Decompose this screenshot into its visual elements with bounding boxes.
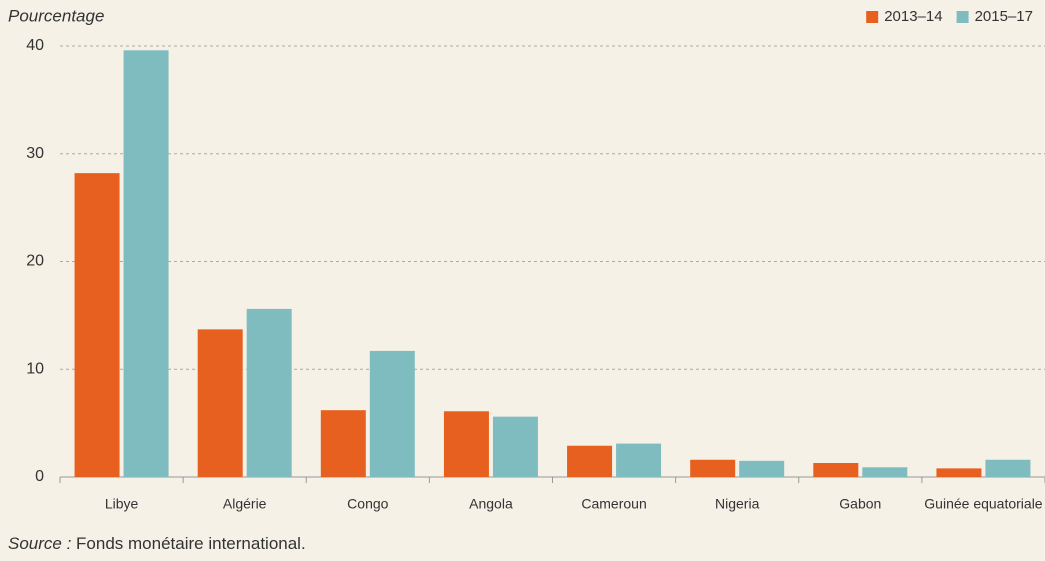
source-text: Fonds monétaire international. (76, 534, 306, 553)
y-tick-label: 40 (26, 37, 44, 54)
bar (690, 459, 736, 477)
y-tick-label: 20 (26, 253, 44, 270)
source-label: Source : (8, 534, 72, 553)
y-tick-label: 0 (35, 468, 44, 485)
x-tick-label: Algérie (223, 496, 267, 512)
x-tick-label: Congo (347, 496, 388, 512)
bar (246, 308, 292, 477)
y-tick-label: 10 (26, 360, 44, 377)
bar (936, 468, 982, 477)
x-tick-label: Cameroun (581, 496, 646, 512)
bar (492, 416, 538, 477)
y-axis-label: Pourcentage (8, 6, 104, 25)
bar (369, 350, 415, 477)
x-tick-label: Gabon (839, 496, 881, 512)
bar (813, 462, 859, 477)
bar (739, 460, 785, 477)
legend-label: 2013–14 (884, 8, 942, 25)
x-tick-label: Angola (469, 496, 513, 512)
legend-swatch (956, 11, 969, 23)
legend-label: 2015–17 (975, 8, 1033, 25)
bar (74, 173, 120, 477)
bar (443, 411, 489, 477)
x-tick-label: Nigeria (715, 496, 760, 512)
bar (123, 50, 169, 478)
legend-swatch (866, 11, 879, 23)
y-tick-label: 30 (26, 145, 44, 162)
bar (567, 445, 613, 477)
bar (616, 443, 662, 477)
x-tick-label: Guinée equatoriale (924, 496, 1043, 512)
bar (197, 329, 243, 477)
bar (862, 467, 908, 477)
x-tick-label: Libye (105, 496, 139, 512)
bar (985, 459, 1031, 477)
source: Source : Fonds monétaire international. (8, 534, 306, 553)
bar (320, 410, 366, 477)
